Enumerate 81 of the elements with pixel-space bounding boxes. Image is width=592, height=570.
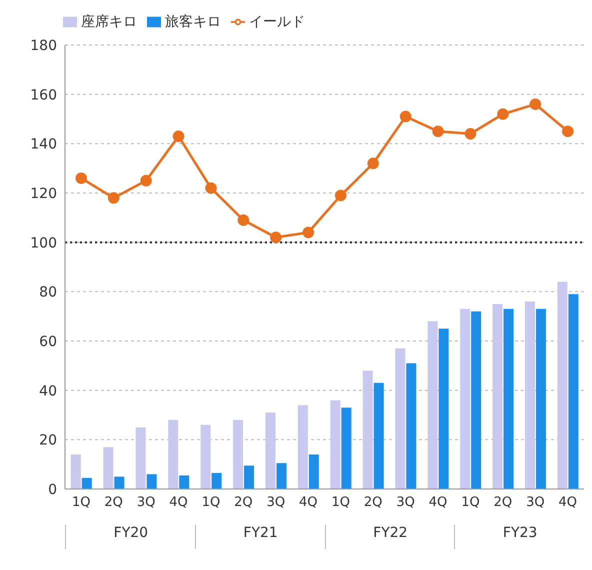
x-tick-label: 1Q	[461, 495, 480, 510]
point	[367, 158, 379, 170]
bar	[276, 463, 286, 489]
bar	[233, 420, 244, 489]
x-tick-label: 3Q	[136, 495, 156, 510]
bar	[536, 308, 546, 489]
x-tick-label: 3Q	[526, 495, 545, 510]
point	[432, 126, 444, 138]
bar	[492, 304, 503, 489]
bar	[70, 454, 81, 489]
point	[302, 226, 314, 238]
bar	[341, 408, 352, 489]
legend-label: 旅客キロ	[165, 14, 221, 30]
point	[172, 130, 184, 142]
bar	[471, 311, 482, 489]
x-tick-label: 1Q	[202, 495, 220, 510]
point	[270, 232, 282, 244]
point	[400, 110, 412, 122]
x-tick-label: 3Q	[266, 495, 286, 510]
x-tick-label: 1Q	[72, 495, 90, 510]
y-tick-label: 160	[30, 87, 57, 104]
point	[238, 214, 250, 226]
y-tick-label: 80	[39, 284, 57, 301]
point	[75, 172, 87, 184]
bar	[374, 382, 384, 489]
bar	[438, 328, 449, 489]
text: FY22	[324, 525, 456, 549]
x-tick-label: 2Q	[234, 495, 253, 510]
legend-label: 座席キロ	[81, 14, 137, 30]
legend-label: イールド	[249, 14, 305, 30]
y-tick-label: 140	[30, 136, 57, 153]
x-tick-label: 2Q	[104, 495, 123, 510]
bar	[82, 478, 92, 489]
text: FY21	[194, 525, 326, 549]
y-tick-label: 100	[30, 235, 57, 252]
bar	[212, 472, 222, 489]
point	[140, 174, 152, 186]
y-tick-label: 60	[39, 334, 57, 350]
x-tick-label: 4Q	[299, 495, 318, 510]
bar	[168, 420, 178, 489]
bar	[504, 308, 514, 489]
x-tick-label: 1Q	[331, 495, 350, 510]
bar	[265, 412, 276, 489]
x-tick-label: 2Q	[364, 495, 382, 510]
point	[464, 128, 476, 140]
bar	[460, 308, 470, 489]
bar	[557, 282, 568, 489]
bar	[114, 476, 124, 489]
x-tick-label: 4Q	[428, 495, 448, 510]
bar	[406, 363, 416, 489]
bar	[200, 424, 211, 489]
point	[334, 190, 346, 202]
bar	[395, 348, 406, 489]
x-tick-label: 4Q	[169, 495, 188, 510]
point	[562, 126, 574, 138]
bar	[308, 454, 319, 489]
text: FY23	[454, 525, 585, 549]
y-tick-label: 0	[48, 482, 57, 498]
y-tick-label: 40	[39, 383, 57, 400]
point	[108, 192, 120, 204]
bar	[179, 475, 190, 489]
bar	[524, 302, 535, 489]
point	[497, 108, 509, 120]
x-tick-label: 3Q	[396, 495, 415, 510]
bar	[428, 321, 438, 489]
y-tick-label: 180	[30, 38, 57, 54]
x-tick-label: 4Q	[558, 495, 578, 510]
bar	[330, 400, 340, 489]
bar	[568, 294, 578, 489]
bar	[244, 466, 254, 489]
bar	[146, 474, 157, 489]
y-tick-label: 20	[39, 432, 57, 449]
x-tick-label: 2Q	[494, 495, 512, 510]
text: FY20	[65, 525, 196, 549]
bar	[103, 447, 114, 489]
bar	[362, 370, 373, 489]
y-tick-label: 120	[30, 186, 57, 202]
bar	[136, 427, 146, 489]
bar	[298, 405, 308, 489]
point	[205, 182, 217, 194]
point	[530, 98, 542, 110]
